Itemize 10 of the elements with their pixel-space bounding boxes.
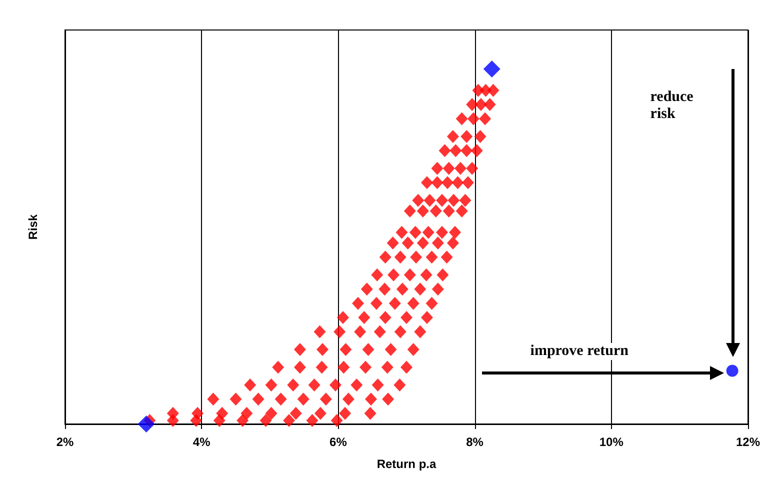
- x-tick-label: 8%: [466, 435, 484, 449]
- x-tick-label: 12%: [736, 435, 760, 449]
- x-axis-title: Return p.a: [376, 457, 436, 471]
- x-tick-label: 6%: [330, 435, 348, 449]
- x-tick-label: 4%: [192, 435, 211, 449]
- annotation: reduce risk: [650, 88, 710, 123]
- annotation: improve return: [530, 342, 628, 360]
- y-axis-title: Risk: [26, 214, 40, 240]
- x-tick-label: 2%: [56, 435, 74, 449]
- x-tick-label: 10%: [599, 435, 624, 449]
